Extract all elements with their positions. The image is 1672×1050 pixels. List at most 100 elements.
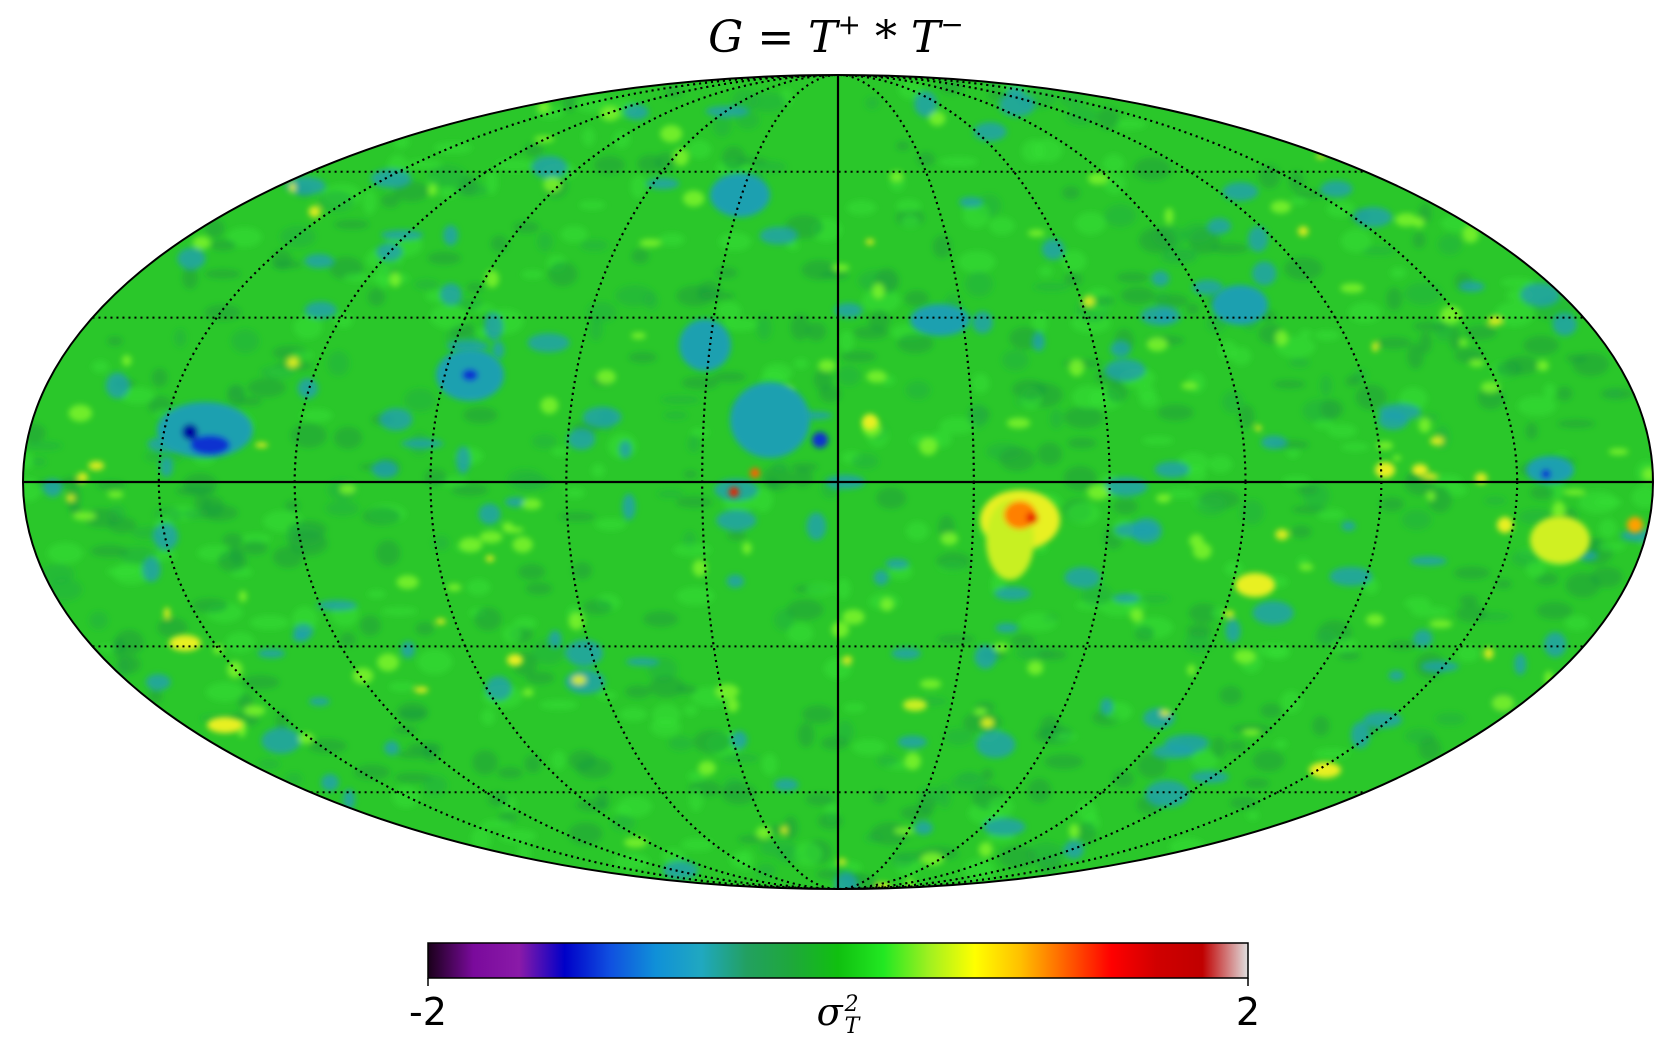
texture-blob [716, 509, 757, 531]
texture-blob [327, 350, 350, 376]
texture-blob [307, 738, 347, 754]
texture-blob [1247, 226, 1269, 252]
texture-blob [1312, 715, 1330, 736]
map-title: G = T+ * T− [708, 8, 964, 63]
texture-blob [1525, 422, 1538, 440]
texture-blob [396, 575, 419, 589]
texture-blob [1182, 222, 1214, 243]
texture-blob [1525, 560, 1546, 578]
texture-blob [617, 796, 653, 817]
texture-blob [940, 532, 958, 546]
texture-blob [630, 174, 646, 199]
texture-blob [572, 561, 592, 580]
texture-blob [1572, 352, 1610, 377]
texture-blob [536, 231, 553, 252]
texture-blob [1160, 709, 1171, 716]
texture-blob [596, 369, 616, 385]
texture-blob [1185, 464, 1207, 483]
texture-blob [1164, 207, 1174, 225]
texture-blob [853, 326, 889, 340]
texture-blob [485, 555, 495, 562]
texture-blob [406, 159, 443, 170]
texture-blob [498, 829, 537, 844]
texture-blob [147, 689, 163, 704]
texture-blob [1435, 712, 1466, 726]
texture-blob [1291, 525, 1312, 539]
texture-blob [474, 607, 502, 631]
texture-blob [759, 226, 798, 245]
texture-blob [793, 842, 822, 867]
texture-blob [683, 470, 698, 479]
texture-blob [715, 267, 738, 279]
texture-blob [151, 368, 168, 387]
texture-blob [1395, 213, 1418, 227]
texture-blob [790, 314, 810, 341]
texture-blob [1410, 606, 1450, 618]
texture-blob [1065, 106, 1099, 126]
texture-blob [1032, 332, 1045, 352]
texture-blob [112, 638, 126, 658]
texture-blob [288, 530, 328, 556]
texture-blob [106, 566, 141, 577]
texture-blob [1186, 623, 1213, 637]
texture-blob [591, 463, 605, 478]
texture-blob [873, 569, 889, 586]
texture-blob [611, 814, 636, 831]
texture-blob [896, 199, 921, 213]
texture-blob [1440, 306, 1462, 324]
texture-blob [88, 460, 105, 471]
texture-blob [660, 395, 701, 405]
colorbar-max-label: 2 [1235, 990, 1261, 1034]
texture-blob [304, 253, 334, 269]
texture-blob [1071, 385, 1104, 409]
texture-blob [726, 697, 739, 713]
texture-blob [1059, 92, 1086, 108]
texture-blob [1514, 653, 1527, 676]
texture-blob [521, 270, 544, 279]
texture-blob [407, 742, 442, 753]
texture-blob [1146, 337, 1168, 352]
texture-blob [1459, 281, 1485, 292]
texture-blob [974, 644, 997, 669]
texture-blob [177, 247, 206, 270]
texture-blob [896, 141, 910, 151]
texture-blob [1063, 465, 1097, 491]
texture-blob [862, 288, 901, 313]
texture-blob [731, 730, 748, 750]
texture-blob [362, 188, 377, 215]
texture-blob [982, 818, 1026, 836]
texture-blob [995, 623, 1019, 633]
texture-blob [1421, 661, 1459, 672]
texture-blob [1207, 218, 1232, 235]
texture-blob [175, 485, 215, 497]
texture-blob [787, 242, 800, 251]
texture-blob [242, 675, 280, 690]
texture-blob [393, 725, 418, 735]
texture-blob [492, 341, 505, 360]
texture-blob [116, 655, 141, 674]
texture-blob [1083, 296, 1095, 307]
texture-blob [339, 632, 356, 647]
texture-blob [650, 717, 681, 737]
texture-blob [658, 233, 685, 246]
texture-blob [1340, 283, 1364, 293]
texture-blob [1027, 842, 1066, 866]
texture-blob [916, 151, 935, 167]
texture-blob [257, 648, 286, 659]
texture-blob [381, 193, 400, 208]
texture-blob [904, 752, 921, 770]
texture-blob [89, 611, 109, 630]
texture-blob [1027, 229, 1045, 237]
texture-blob [1032, 138, 1063, 163]
texture-blob [1552, 313, 1578, 336]
texture-blob [1422, 472, 1438, 480]
texture-blob [1314, 330, 1340, 341]
texture-blob [447, 583, 462, 592]
texture-blob [1341, 521, 1356, 532]
texture-blob [1430, 474, 1463, 487]
texture-blob [1418, 417, 1431, 433]
texture-blob [978, 842, 993, 857]
texture-blob [1154, 461, 1190, 478]
texture-blob [689, 788, 703, 812]
texture-blob [325, 500, 360, 516]
